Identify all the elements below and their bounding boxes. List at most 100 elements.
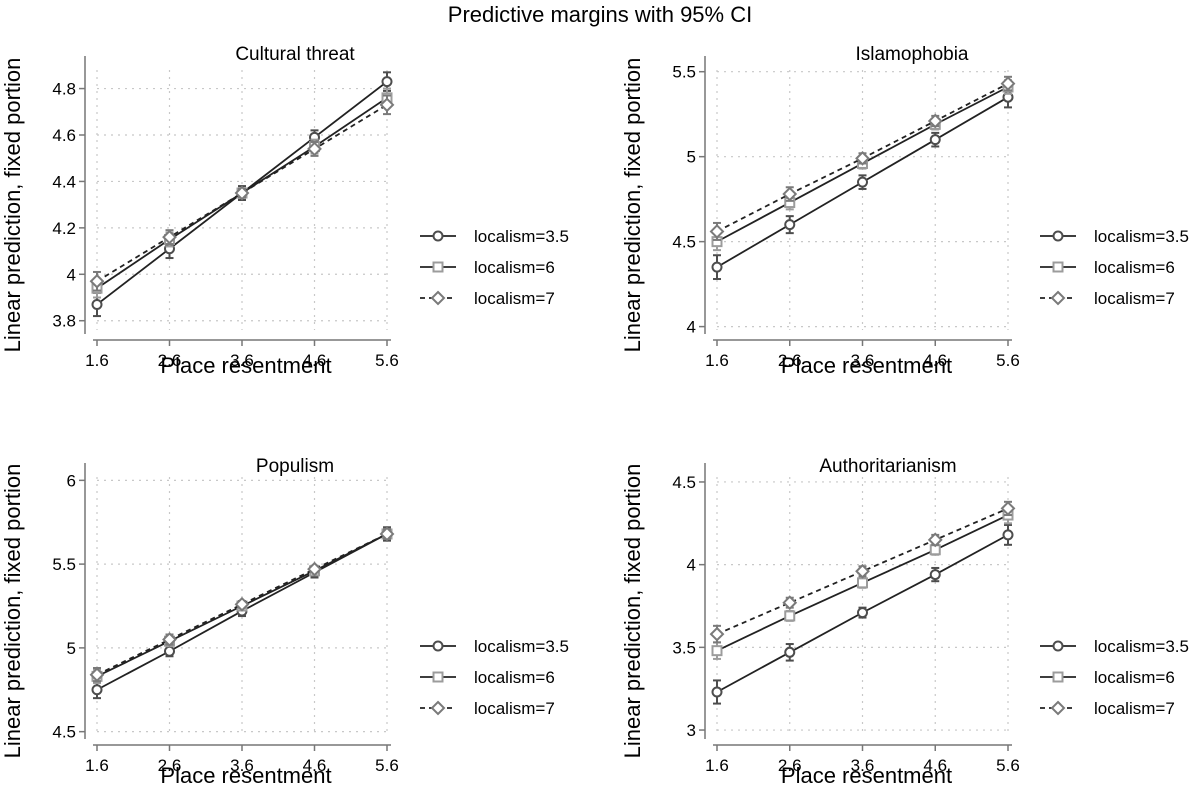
legend: localism=3.5 localism=6 localism=7 [1040,637,1189,718]
data-point-marker [711,261,723,273]
legend-label: localism=6 [474,258,555,277]
x-tick-label: 2.6 [158,756,182,775]
data-point-marker [307,141,322,157]
x-tick-label: 5.6 [996,351,1020,370]
figure-title: Predictive margins with 95% CI [448,2,752,27]
x-tick-label: 5.6 [375,351,399,370]
y-tick-label: 4.5 [52,723,76,742]
legend-marker [432,671,444,683]
data-point-marker [782,595,798,611]
series-3 [89,94,395,292]
data-point-marker [307,561,322,577]
legend-marker [432,230,444,242]
y-tick-label: 5.5 [672,63,696,82]
data-point-marker [162,229,177,245]
legend: localism=3.5 localism=6 localism=7 [1040,227,1189,308]
data-point-marker [711,686,723,698]
legend: localism=3.5 localism=6 localism=7 [420,227,569,308]
legend-marker [430,700,446,716]
legend-label: localism=3.5 [1094,637,1189,656]
series-3 [709,500,1016,644]
y-tick-label: 4.6 [52,126,76,145]
y-tick-label: 4.5 [672,233,696,252]
y-axis-title: Linear prediction, fixed portion [620,464,645,759]
y-tick-label: 5.5 [52,555,76,574]
x-tick-label: 1.6 [85,756,109,775]
data-point-marker [89,667,105,683]
legend-marker [430,290,446,306]
data-point-marker [91,684,103,696]
legend-label: localism=7 [1094,699,1175,718]
chart-panel-2: Islamophobia 4 4.5 5 5.5 1.6 2.6 3.6 4.6 5.6 Place… [620,44,1189,378]
chart-panel-3: Populism 4.5 5 5.5 6 1.6 2.6 3.6 4.6 5.6 Place res… [0,456,569,788]
data-point-marker [927,113,943,129]
data-point-marker [709,224,725,239]
data-point-marker [857,577,868,589]
y-tick-label: 5 [67,639,76,658]
data-point-marker [784,610,796,622]
x-tick-label: 2.6 [778,351,802,370]
legend-label: localism=3.5 [474,227,569,246]
x-axis-title: Place resentment [160,763,331,788]
x-tick-label: 3.6 [230,351,254,370]
data-point-marker [855,563,870,579]
data-point-marker [711,645,723,657]
y-tick-label: 3 [687,721,696,740]
data-point-marker [1000,501,1016,516]
x-tick-label: 1.6 [705,756,729,775]
x-tick-label: 4.6 [303,756,327,775]
legend-marker [432,640,444,652]
data-point-marker [784,646,796,658]
y-tick-label: 4 [687,556,696,575]
legend-label: localism=6 [474,668,555,687]
data-point-marker [164,645,175,657]
y-tick-label: 5 [687,148,696,167]
x-tick-label: 4.6 [303,351,327,370]
data-point-marker [381,76,393,88]
y-tick-label: 4.4 [52,172,76,191]
series-line [96,104,388,283]
legend-label: localism=6 [1094,258,1175,277]
data-point-marker [929,134,941,146]
data-point-marker [927,532,943,548]
y-axis-title: Linear prediction, fixed portion [620,58,645,353]
data-point-marker [855,150,870,166]
series-line [716,507,1009,635]
x-tick-label: 1.6 [85,351,109,370]
x-tick-label: 3.6 [851,756,875,775]
data-point-marker [784,219,796,231]
legend-marker [1052,230,1064,242]
series-1 [91,526,393,700]
data-point-marker [1002,529,1014,541]
y-tick-label: 4 [687,318,696,337]
y-tick-label: 3.8 [52,312,76,331]
series-1 [711,523,1014,705]
legend-marker [432,261,444,273]
y-tick-label: 4 [67,265,76,284]
panel-title: Populism [256,456,334,477]
x-tick-label: 3.6 [230,756,254,775]
series-1 [711,85,1014,281]
y-tick-label: 4.8 [52,80,76,99]
legend-label: localism=7 [1094,289,1175,308]
legend-marker [1050,290,1066,306]
x-tick-label: 4.6 [923,756,947,775]
data-point-marker [379,97,395,113]
data-point-marker [1000,76,1016,92]
data-point-marker [89,273,105,289]
data-point-marker [929,569,941,581]
y-tick-label: 4.5 [672,473,696,492]
legend-marker [1052,261,1064,273]
y-tick-label: 6 [67,471,76,490]
data-point-marker [709,626,725,642]
legend-label: localism=7 [474,289,555,308]
data-point-marker [234,596,250,612]
panels: Cultural threat 3.8 4 4.2 4.4 4.6 4.8 1.6 2.6 3.6… [0,44,1189,788]
data-point-marker [91,298,103,310]
x-tick-label: 2.6 [778,756,802,775]
legend-marker [1052,640,1064,652]
data-point-marker [857,176,868,188]
x-tick-label: 4.6 [923,351,947,370]
x-tick-label: 5.6 [996,756,1020,775]
